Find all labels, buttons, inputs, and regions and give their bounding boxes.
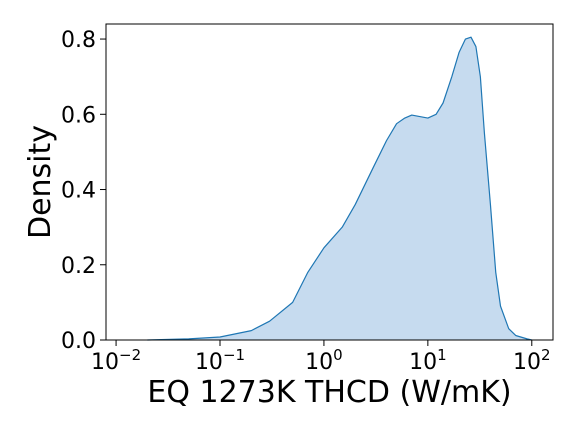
y-axis: 0.0 0.2 0.4 0.6 0.8	[61, 28, 106, 354]
x-tick-label-2: 100	[305, 346, 343, 375]
y-tick-label-4: 0.8	[61, 28, 96, 53]
density-area-0	[147, 37, 532, 341]
density-line-0	[147, 36, 532, 341]
y-axis-label: Density	[23, 125, 58, 239]
x-tick-label-0: 10−2	[91, 346, 141, 375]
y-tick-label-2: 0.4	[61, 179, 96, 204]
y-tick-label-1: 0.2	[61, 254, 96, 279]
x-tick-label-1: 10−1	[195, 346, 245, 375]
x-tick-label-4: 102	[513, 346, 551, 375]
y-tick-label-3: 0.6	[61, 103, 96, 128]
plot-area	[147, 36, 532, 341]
x-tick-label-3: 101	[409, 346, 447, 375]
x-axis: 10−2 10−1 100 101 102	[91, 340, 551, 375]
x-axis-label: EQ 1273K THCD (W/mK)	[147, 375, 511, 410]
plot-frame	[105, 23, 554, 341]
y-tick-label-0: 0.0	[61, 329, 96, 354]
